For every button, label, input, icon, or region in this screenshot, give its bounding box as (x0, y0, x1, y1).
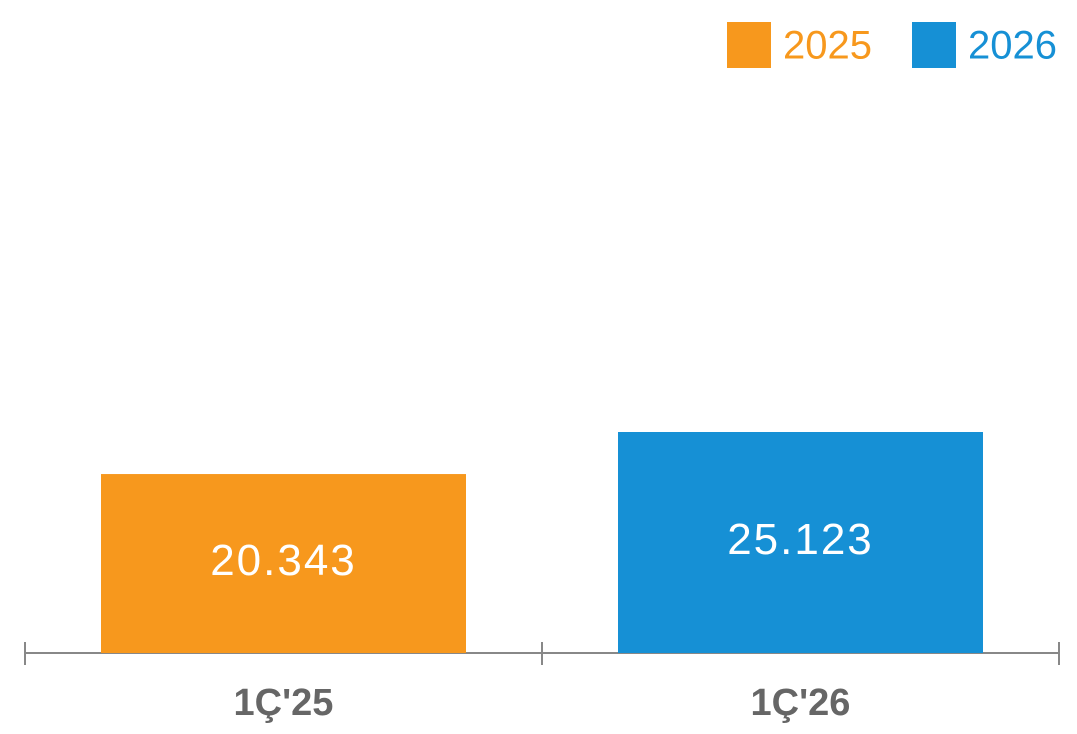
legend-label: 2025 (783, 24, 872, 68)
x-tick-label: 1Ç'26 (751, 682, 851, 724)
legend-swatch (727, 22, 771, 68)
legend-label: 2026 (968, 24, 1057, 68)
data-label: 20.343 (210, 536, 357, 585)
bar (101, 474, 466, 653)
bar (618, 432, 983, 653)
x-tick-label: 1Ç'25 (234, 682, 334, 724)
data-label: 25.123 (727, 515, 874, 564)
legend-swatch (912, 22, 956, 68)
